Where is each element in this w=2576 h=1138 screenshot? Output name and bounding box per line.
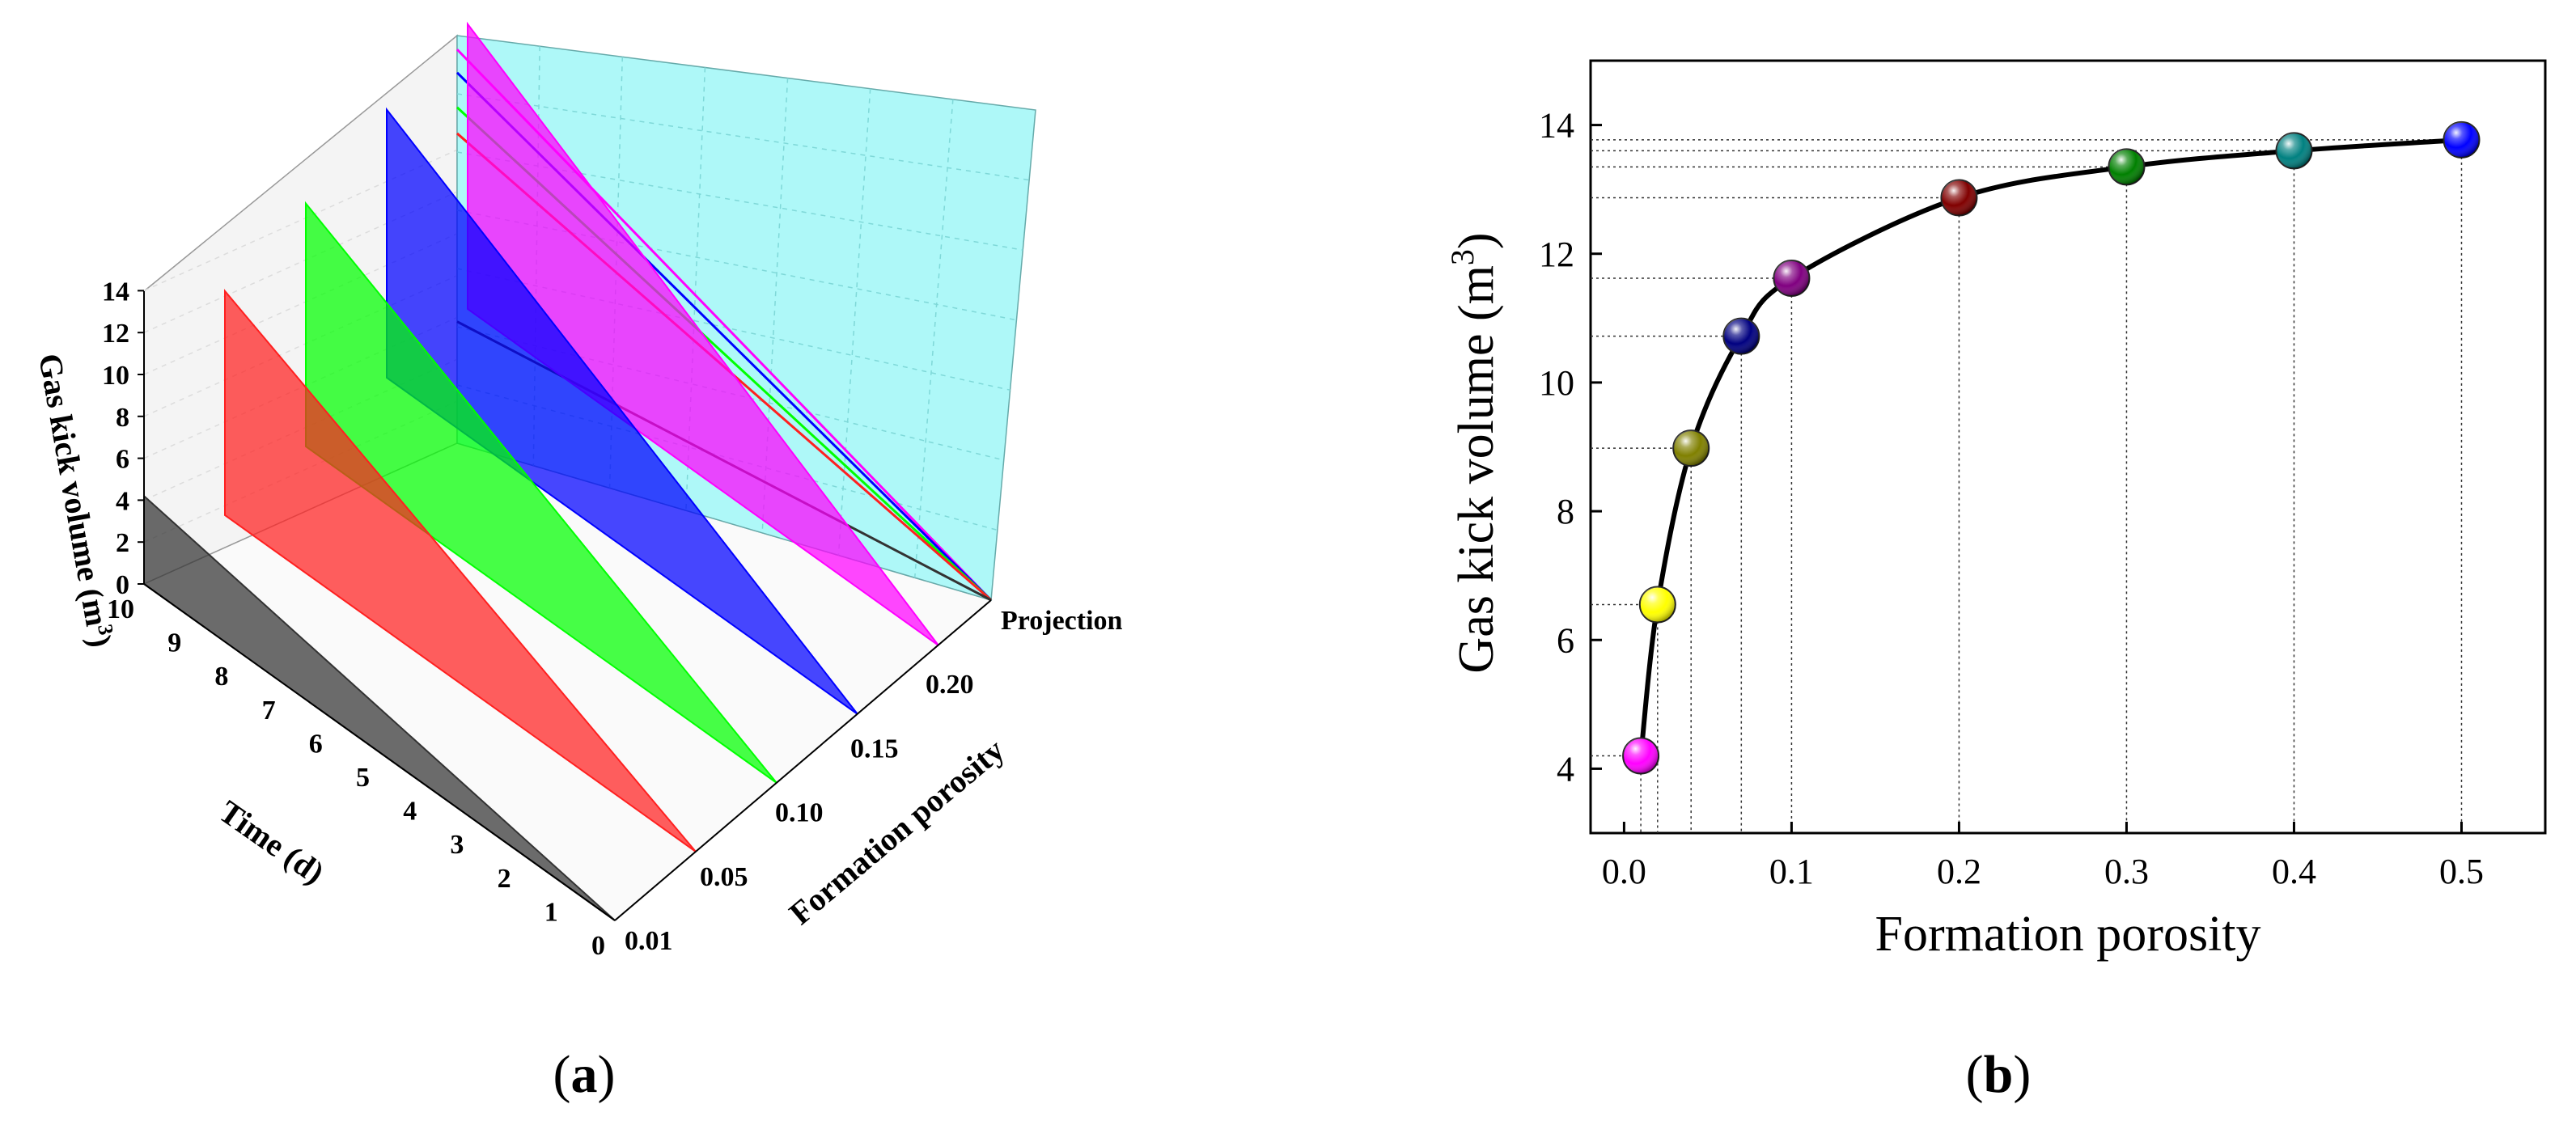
z-tick-label: 2 bbox=[116, 528, 129, 558]
y-tick-label: 4 bbox=[1557, 749, 1574, 789]
projection-gridline bbox=[913, 99, 954, 578]
data-point-shine bbox=[1623, 738, 1659, 774]
porosity-tick-label: 0.05 bbox=[700, 862, 748, 892]
x-tick-label: 0.3 bbox=[2104, 852, 2149, 891]
data-point bbox=[2275, 132, 2313, 170]
projection-gridline bbox=[456, 209, 1017, 321]
z-tick-label: 10 bbox=[102, 361, 129, 391]
time-axis-title: Time (d) bbox=[213, 793, 331, 891]
data-points bbox=[1622, 121, 2481, 775]
time-tick-label: 9 bbox=[167, 628, 181, 658]
slice-0.05 bbox=[224, 289, 697, 852]
data-point bbox=[2443, 121, 2481, 159]
porosity-axis bbox=[614, 599, 992, 921]
data-point-shine bbox=[2108, 149, 2145, 185]
data-point bbox=[1672, 429, 1710, 467]
slice-0.15 bbox=[386, 107, 858, 715]
data-point bbox=[1940, 179, 1978, 217]
y-tick-label: 14 bbox=[1539, 106, 1574, 146]
time-tick-label: 5 bbox=[356, 763, 370, 793]
projection-gridline bbox=[456, 151, 1023, 251]
y-tick-label: 12 bbox=[1539, 235, 1574, 274]
time-tick-label: 3 bbox=[450, 830, 464, 860]
time-tick-label: 6 bbox=[309, 729, 323, 759]
data-point bbox=[1722, 317, 1760, 355]
data-point-shine bbox=[1673, 430, 1710, 467]
y-axis-title: Gas kick volume (m3) bbox=[1444, 232, 1504, 673]
panel-a-label: (a) bbox=[553, 1045, 616, 1104]
porosity-tick-label: 0.10 bbox=[775, 798, 824, 828]
guide-lines bbox=[1591, 139, 2463, 833]
x-tick-label: 0.4 bbox=[2272, 852, 2316, 891]
y-tick-label: 10 bbox=[1539, 363, 1574, 403]
time-tick-label: 0 bbox=[591, 931, 605, 961]
chart-scatter: 0.0 0.1 0.2 0.3 0.4 0.5 4 6 8 10 12 14 Formation po… bbox=[1444, 59, 2547, 962]
data-point-shine bbox=[2443, 121, 2480, 158]
z-axis-title: Gas kick volume (m3) bbox=[32, 351, 120, 650]
time-tick-label: 7 bbox=[262, 696, 276, 726]
porosity-tick-label: 0.01 bbox=[625, 926, 673, 956]
time-tick-label: 2 bbox=[498, 864, 511, 894]
data-point-shine bbox=[1639, 586, 1676, 623]
data-point bbox=[1773, 259, 1811, 297]
z-tick-label: 12 bbox=[102, 319, 129, 349]
x-axis-title: Formation porosity bbox=[1875, 907, 2260, 962]
projection-gridline bbox=[456, 384, 998, 531]
x-tick-label: 0.1 bbox=[1769, 852, 1814, 891]
slices bbox=[143, 21, 939, 921]
z-tick-label: 14 bbox=[102, 277, 129, 307]
z-tick-label: 8 bbox=[116, 403, 129, 433]
projection-gridline bbox=[456, 326, 1004, 461]
plot-frame bbox=[1589, 59, 2547, 835]
data-point-shine bbox=[1773, 260, 1810, 296]
slice-0.20 bbox=[467, 21, 939, 646]
time-tick-label: 1 bbox=[544, 897, 558, 927]
z-tick-label: 6 bbox=[116, 445, 129, 475]
time-tick-label: 4 bbox=[403, 797, 417, 827]
slice-0.10 bbox=[305, 201, 777, 784]
time-tick-label: 10 bbox=[107, 594, 134, 624]
x-tick-label: 0.2 bbox=[1937, 852, 1981, 891]
data-point bbox=[2108, 148, 2146, 186]
porosity-tick-label: Projection bbox=[1001, 606, 1123, 636]
projection-gridline bbox=[837, 88, 871, 556]
time-axis bbox=[143, 583, 616, 921]
data-point-shine bbox=[1723, 318, 1760, 354]
data-point bbox=[1622, 737, 1660, 775]
x-tick-label: 0.5 bbox=[2439, 852, 2484, 891]
panel-b-label: (b) bbox=[1966, 1045, 2032, 1104]
data-point bbox=[1638, 586, 1676, 624]
z-tick-label: 4 bbox=[116, 486, 129, 516]
z-tick-label: 0 bbox=[116, 570, 129, 600]
porosity-tick-label: 0.20 bbox=[926, 670, 974, 700]
y-tick-label: 6 bbox=[1557, 620, 1574, 660]
fit-curve bbox=[1638, 137, 2462, 756]
data-point-shine bbox=[2276, 133, 2312, 169]
axis-ticks-b: 0.0 0.1 0.2 0.3 0.4 0.5 4 6 8 10 12 14 bbox=[1539, 106, 2484, 891]
porosity-tick-label: 0.15 bbox=[850, 734, 899, 764]
y-tick-label: 8 bbox=[1557, 492, 1574, 531]
projection-gridline bbox=[456, 268, 1010, 391]
data-point-shine bbox=[1941, 180, 1977, 216]
x-tick-label: 0.0 bbox=[1602, 852, 1646, 891]
time-tick-label: 8 bbox=[214, 662, 228, 692]
